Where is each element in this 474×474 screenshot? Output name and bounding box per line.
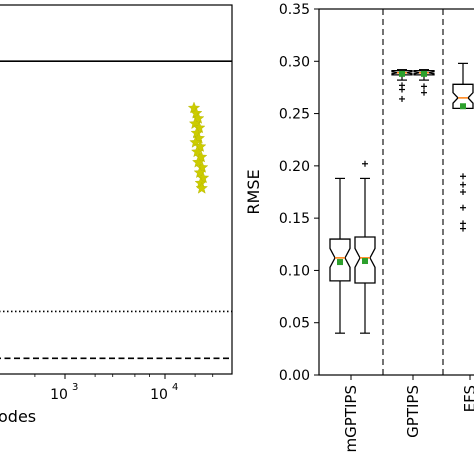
mean-marker [399, 70, 405, 77]
x-tick-label: 10 [150, 387, 168, 403]
outlier-marker [460, 204, 466, 211]
scatter-point [194, 150, 208, 163]
box-plot [391, 69, 413, 102]
scatter-point [192, 155, 205, 168]
y-tick-label: 0.30 [279, 54, 310, 70]
x-tick-label: 10 [50, 387, 68, 403]
box-plot [452, 62, 474, 232]
left-panel: 10 3 10 4 odes [0, 4, 233, 426]
outlier-marker [421, 89, 427, 96]
group-label: EFS [461, 385, 474, 412]
left-x-ticks: 10 3 10 4 [34, 374, 214, 403]
group-separators [382, 9, 444, 375]
outlier-marker [460, 225, 466, 232]
group-label: mGPTIPS [342, 385, 360, 452]
box-body [452, 83, 474, 109]
y-axis-label: RMSE [244, 169, 263, 214]
outlier-marker [399, 86, 405, 93]
y-tick-label: 0.05 [279, 316, 310, 332]
mean-marker [460, 103, 466, 110]
mean-marker [421, 70, 427, 77]
scatter-point [190, 126, 204, 139]
left-x-axis-label: odes [0, 407, 36, 426]
box-plot [413, 69, 435, 96]
scatter-point [195, 181, 208, 194]
scatter-point [193, 121, 206, 134]
y-tick-label: 0.25 [279, 107, 310, 123]
scatter-points [187, 101, 210, 194]
y-tick-label: 0.10 [279, 263, 310, 279]
scatter-point [196, 171, 210, 184]
box-plot [354, 160, 376, 334]
right-plot-frame [318, 8, 474, 376]
outlier-marker [362, 160, 368, 167]
x-tick-exponent: 4 [172, 382, 178, 393]
scatter-point [187, 101, 201, 114]
right-group-labels: mGPTIPS GPTIPS EFS [342, 375, 474, 452]
mean-marker [362, 258, 368, 265]
box-plots [329, 62, 474, 334]
box-plot [329, 177, 351, 334]
group-label: GPTIPS [404, 385, 422, 438]
outlier-marker [460, 173, 466, 180]
outlier-marker [460, 189, 466, 195]
y-tick-label: 0.15 [279, 211, 310, 227]
scatter-point [193, 140, 207, 152]
scatter-point [192, 111, 205, 124]
outlier-marker [460, 220, 466, 227]
mean-marker [337, 259, 343, 266]
right-y-ticks: 0.00 0.05 0.10 0.15 0.20 0.25 0.30 0.35 [279, 2, 319, 384]
right-panel: 0.00 0.05 0.10 0.15 0.20 0.25 0.30 0.35 mGPTIPS… [244, 2, 474, 452]
scatter-point [193, 166, 207, 179]
scatter-point [195, 160, 209, 173]
y-tick-label: 0.20 [279, 159, 310, 175]
x-tick-exponent: 3 [72, 382, 78, 393]
outlier-marker [399, 95, 405, 102]
left-plot-frame [0, 4, 233, 375]
outlier-marker [421, 83, 427, 90]
y-tick-label: 0.35 [279, 2, 310, 18]
reference-lines [0, 60, 232, 360]
scatter-point [190, 145, 204, 158]
y-tick-label: 0.00 [279, 368, 310, 384]
scatter-point [189, 106, 203, 119]
outlier-marker [460, 181, 466, 188]
